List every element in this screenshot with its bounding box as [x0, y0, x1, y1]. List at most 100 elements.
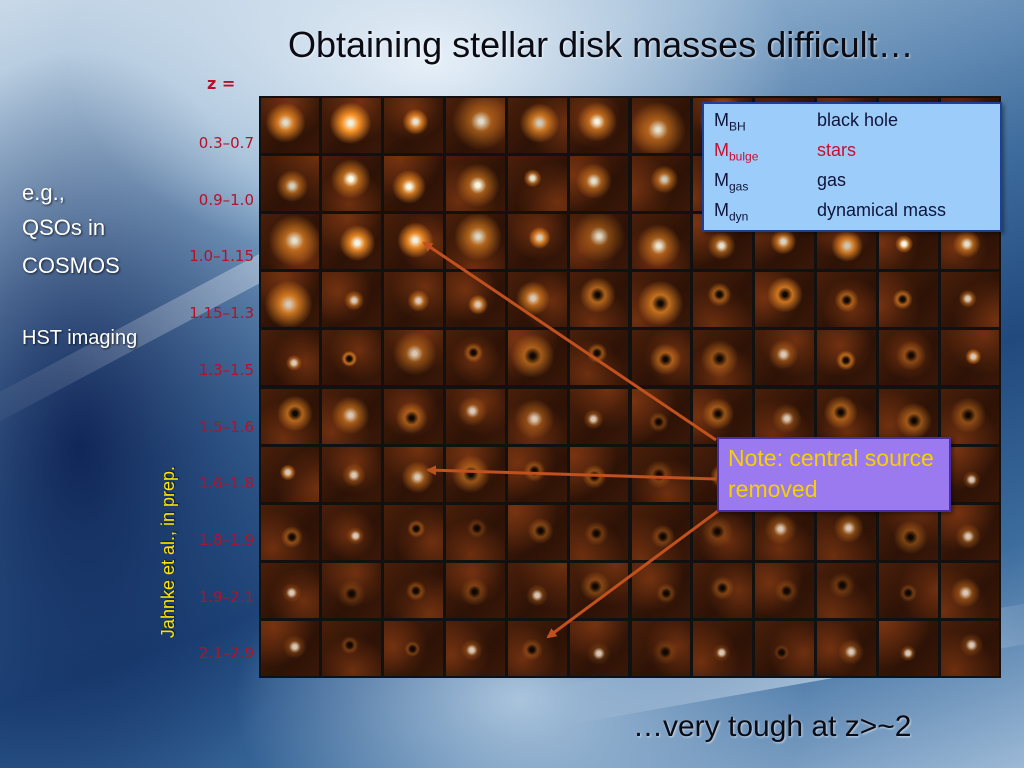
- galaxy-thumbnail: [693, 504, 753, 561]
- galaxy-thumbnail: [755, 504, 814, 561]
- galaxy-thumbnail: [631, 97, 691, 153]
- galaxy-thumbnail: [755, 330, 814, 386]
- galaxy-thumbnail: [693, 563, 753, 619]
- galaxy-thumbnail: [755, 272, 814, 328]
- galaxy-thumbnail: [446, 504, 505, 561]
- galaxy-thumbnail: [878, 621, 938, 677]
- galaxy-thumbnail: [507, 563, 567, 619]
- mass-legend-box: MBH black hole Mbulge stars Mgas gas Mdy…: [702, 102, 1002, 232]
- galaxy-thumbnail: [878, 388, 938, 444]
- legend-description: stars: [817, 140, 857, 160]
- galaxy-thumbnail: [507, 155, 567, 211]
- galaxy-thumbnail: [384, 621, 443, 677]
- legend-description: gas: [817, 170, 847, 190]
- galaxy-thumbnail: [569, 330, 629, 386]
- redshift-bin-label: 1.15–1.3: [189, 304, 254, 323]
- galaxy-thumbnail: [817, 272, 876, 328]
- galaxy-thumbnail: [384, 213, 443, 270]
- galaxy-thumbnail: [446, 330, 505, 386]
- galaxy-thumbnail: [322, 330, 382, 386]
- bottom-caption: …very tough at z>~2: [633, 710, 912, 743]
- galaxy-thumbnail: [260, 504, 320, 561]
- galaxy-thumbnail: [755, 563, 814, 619]
- redshift-bin-label: 1.9–2.1: [198, 587, 254, 606]
- galaxy-thumbnail: [569, 621, 629, 677]
- legend-description: dynamical mass: [817, 200, 947, 220]
- galaxy-thumbnail: [260, 330, 320, 386]
- galaxy-thumbnail: [446, 621, 505, 677]
- galaxy-thumbnail: [878, 272, 938, 328]
- galaxy-thumbnail: [384, 563, 443, 619]
- galaxy-thumbnail: [322, 504, 382, 561]
- galaxy-thumbnail: [384, 155, 443, 211]
- galaxy-thumbnail: [384, 446, 443, 502]
- galaxy-thumbnail: [507, 621, 567, 677]
- galaxy-thumbnail: [384, 97, 443, 153]
- redshift-bin-label: 2.1–2.9: [198, 644, 254, 663]
- galaxy-thumbnail: [817, 330, 876, 386]
- galaxy-thumbnail: [940, 388, 1000, 444]
- galaxy-thumbnail: [940, 563, 1000, 619]
- redshift-bin-label: 1.8–1.9: [198, 530, 254, 549]
- galaxy-thumbnail: [940, 272, 1000, 328]
- galaxy-thumbnail: [631, 155, 691, 211]
- galaxy-thumbnail: [817, 388, 876, 444]
- side-text-line: QSOs in: [22, 215, 106, 240]
- galaxy-thumbnail: [384, 272, 443, 328]
- redshift-bin-label: 1.6–1.8: [198, 474, 254, 493]
- galaxy-thumbnail: [446, 97, 505, 153]
- legend-symbol: Mdyn: [714, 200, 749, 224]
- redshift-bin-label: 0.3–0.7: [198, 134, 254, 152]
- galaxy-thumbnail: [507, 213, 567, 270]
- galaxy-thumbnail: [384, 330, 443, 386]
- galaxy-thumbnail: [631, 272, 691, 328]
- galaxy-thumbnail: [569, 504, 629, 561]
- galaxy-thumbnail: [446, 388, 505, 444]
- galaxy-thumbnail: [446, 213, 505, 270]
- redshift-bin-label: 1.5–1.6: [198, 417, 254, 436]
- galaxy-thumbnail: [569, 97, 629, 153]
- galaxy-thumbnail: [631, 213, 691, 270]
- note-text: Note: central source removed: [728, 445, 934, 502]
- galaxy-thumbnail: [693, 388, 753, 444]
- galaxy-thumbnail: [384, 388, 443, 444]
- galaxy-thumbnail: [569, 446, 629, 502]
- galaxy-thumbnail: [507, 272, 567, 328]
- galaxy-thumbnail: [322, 388, 382, 444]
- galaxy-thumbnail: [693, 330, 753, 386]
- galaxy-thumbnail: [878, 504, 938, 561]
- galaxy-thumbnail: [446, 563, 505, 619]
- galaxy-thumbnail: [569, 272, 629, 328]
- galaxy-thumbnail: [569, 563, 629, 619]
- legend-symbol: Mgas: [714, 170, 749, 194]
- galaxy-thumbnail: [260, 97, 320, 153]
- galaxy-thumbnail: [569, 155, 629, 211]
- galaxy-thumbnail: [878, 563, 938, 619]
- galaxy-thumbnail: [260, 621, 320, 677]
- galaxy-thumbnail: [940, 621, 1000, 677]
- galaxy-thumbnail: [693, 272, 753, 328]
- credit-text: Jahnke et al., in prep.: [158, 465, 178, 639]
- galaxy-thumbnail: [507, 504, 567, 561]
- galaxy-thumbnail: [507, 330, 567, 386]
- galaxy-thumbnail: [507, 388, 567, 444]
- galaxy-thumbnail: [569, 388, 629, 444]
- galaxy-thumbnail: [569, 213, 629, 270]
- galaxy-thumbnail: [322, 155, 382, 211]
- galaxy-thumbnail: [260, 388, 320, 444]
- galaxy-thumbnail: [260, 155, 320, 211]
- redshift-bin-label: 1.3–1.5: [198, 360, 254, 379]
- galaxy-thumbnail: [260, 446, 320, 502]
- slide-title: Obtaining stellar disk masses difficult…: [288, 24, 914, 65]
- legend-row-highlighted: Mbulge stars: [714, 140, 994, 168]
- galaxy-thumbnail: [631, 563, 691, 619]
- galaxy-thumbnail: [940, 504, 1000, 561]
- legend-symbol: MBH: [714, 110, 746, 134]
- z-axis-label: z =: [207, 74, 236, 93]
- side-text-line: COSMOS: [22, 253, 120, 278]
- galaxy-thumbnail: [507, 446, 567, 502]
- galaxy-thumbnail: [631, 330, 691, 386]
- galaxy-thumbnail: [631, 446, 691, 502]
- galaxy-thumbnail: [631, 388, 691, 444]
